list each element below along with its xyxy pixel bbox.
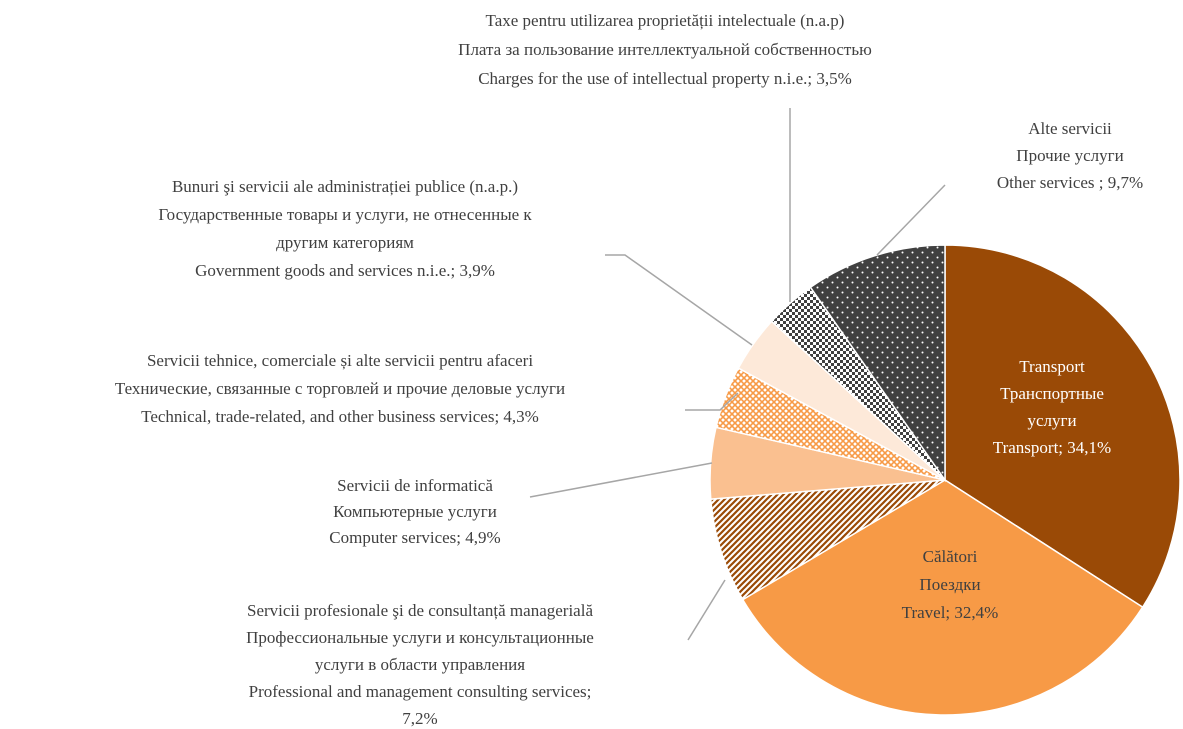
leader-line (605, 254, 753, 346)
slice-label-name: Travel; (902, 603, 951, 622)
slice-label-name: Charges for the use of intellectual prop… (478, 69, 812, 88)
slice-label: Professional and management consulting s… (249, 682, 592, 701)
slice-label-name: Other services ; (997, 173, 1104, 192)
value-label: 7,2% (402, 709, 437, 728)
slice-label: Servicii de informatică (337, 476, 493, 495)
slice-label: Technical, trade-related, and other busi… (141, 407, 539, 426)
value-label: 4,3% (503, 407, 538, 426)
pie-slice (709, 479, 946, 601)
slice-label: Computer services; 4,9% (329, 528, 500, 547)
slice-label: Taxe pentru utilizarea proprietății inte… (486, 11, 845, 30)
slice-label: Государственные товары и услуги, не отне… (158, 205, 532, 224)
slice-label: Transport (1019, 357, 1085, 376)
slice-label: Транспортные (1000, 384, 1104, 403)
slice-label-name: Government goods and services n.i.e.; (195, 261, 455, 280)
slice-label: Alte servicii (1028, 119, 1112, 138)
slice-label: услуги (1027, 411, 1076, 430)
slice-label-name: Transport; (993, 438, 1063, 457)
pie-slice (944, 244, 1181, 609)
slice-label: Charges for the use of intellectual prop… (478, 69, 852, 88)
slice-label: Поездки (919, 575, 980, 594)
leader-line (529, 462, 713, 498)
pie-slice (809, 244, 946, 483)
value-label: 4,9% (465, 528, 500, 547)
slice-label: Servicii profesionale şi de consultanță … (247, 601, 593, 620)
value-label: 9,7% (1108, 173, 1143, 192)
leader-line (685, 392, 739, 411)
slice-label: Bunuri şi servicii ale administrației pu… (172, 177, 518, 196)
pie-slice (741, 479, 1144, 716)
slice-label: Government goods and services n.i.e.; 3,… (195, 261, 495, 280)
slice-label: другим категориям (276, 233, 414, 252)
slice-label: Технические, связанные с торговлей и про… (115, 379, 565, 398)
slice-label: Компьютерные услуги (333, 502, 497, 521)
slice-label: Travel; 32,4% (902, 603, 999, 622)
value-label: 3,9% (459, 261, 494, 280)
slice-label: Călători (923, 547, 978, 566)
value-label: 32,4% (954, 603, 998, 622)
slice-label: Плата за пользование интеллектуальной со… (458, 40, 872, 59)
slice-label: Профессиональные услуги и консультационн… (246, 628, 594, 647)
leader-line (876, 184, 946, 256)
slice-label-name: Technical, trade-related, and other busi… (141, 407, 499, 426)
slice-label: Прочие услуги (1016, 146, 1123, 165)
value-label: 3,5% (816, 69, 851, 88)
slice-label: Servicii tehnice, comerciale și alte ser… (147, 351, 533, 370)
leader-line (687, 579, 726, 641)
slice-label: услуги в области управления (315, 655, 525, 674)
slice-label: Transport; 34,1% (993, 438, 1111, 457)
slice-label-name: Computer services; (329, 528, 461, 547)
slice-label: Other services ; 9,7% (997, 173, 1143, 192)
value-label: 34,1% (1067, 438, 1111, 457)
